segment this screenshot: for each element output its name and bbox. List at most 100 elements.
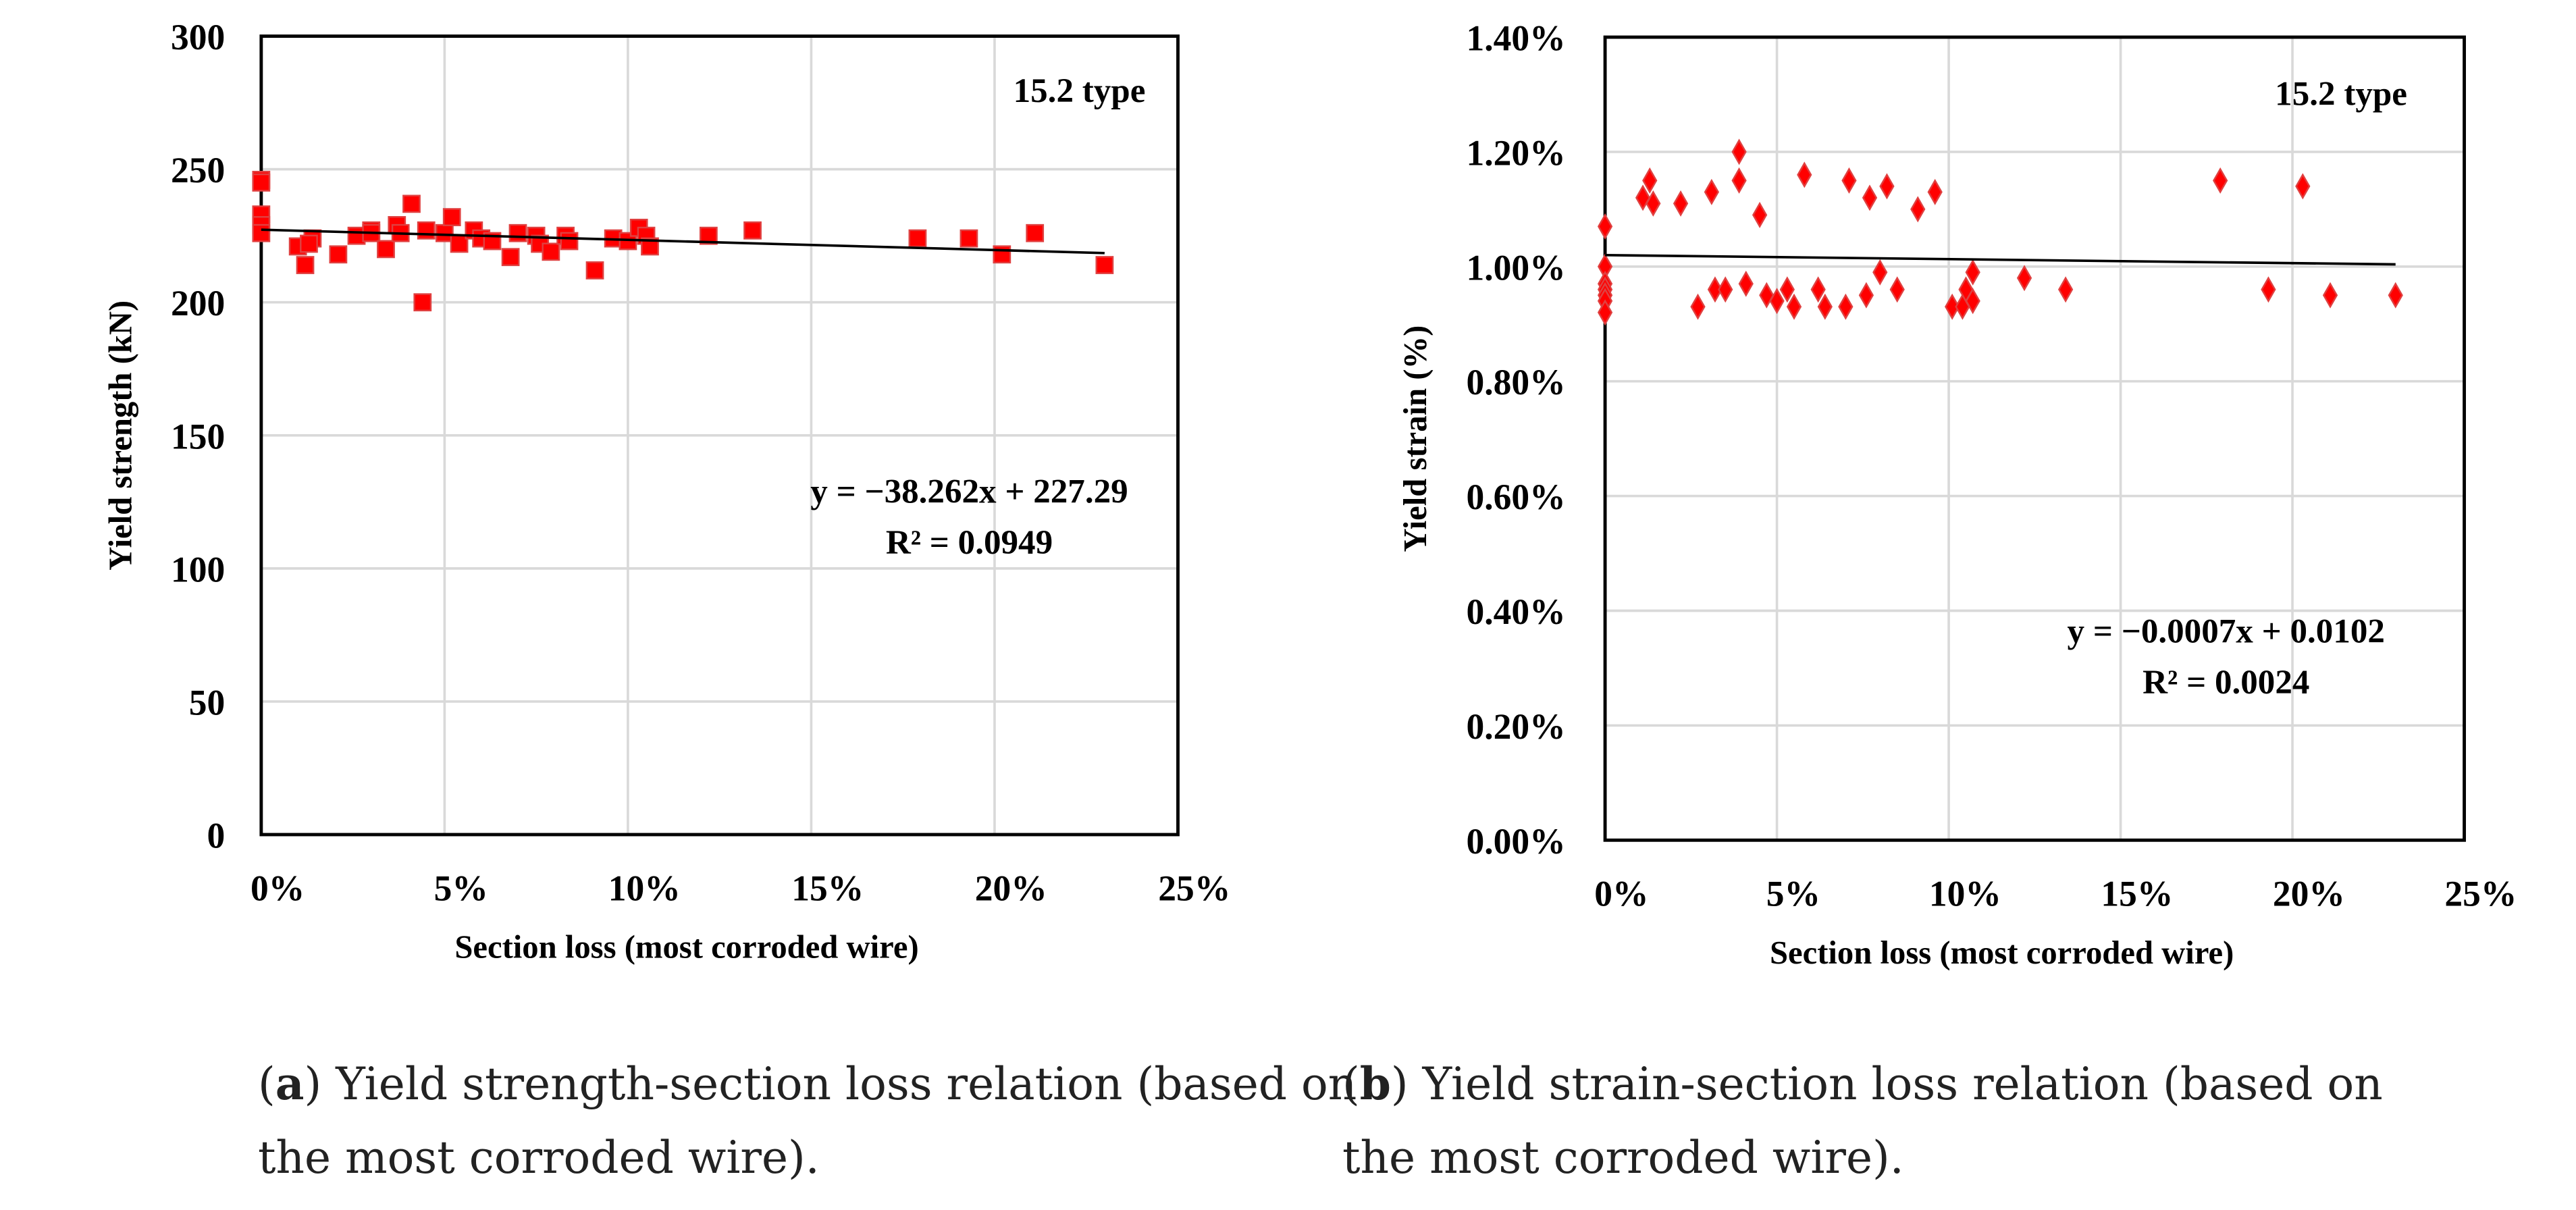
data-point [1738,270,1754,297]
data-point [1879,173,1895,200]
trendline-equation: y = −0.0007x + 0.0102 [2068,612,2385,650]
data-point [1597,299,1613,326]
data-point [1965,259,1980,286]
x-tick-label: 5% [434,868,488,908]
data-point [1673,190,1689,217]
data-point [1718,276,1733,303]
data-point [2322,282,2338,309]
data-point [1731,138,1747,165]
trendline-r2: R² = 0.0024 [2143,663,2309,702]
data-point [1817,293,1833,320]
plot-area-border [1603,35,2466,842]
x-tick-label: 20% [2273,874,2345,914]
trendline [261,228,1105,255]
caption-a-line2: the most corroded wire). [258,1132,820,1184]
y-tick-label: 200 [171,283,225,323]
y-tick-label: 300 [171,17,225,57]
data-point [1786,293,1802,320]
data-point [300,234,318,253]
x-axis-title: Section loss (most corroded wire) [1770,935,2234,971]
y-tick-label: 0.20% [1467,706,1566,747]
data-point [1889,276,1905,303]
data-point [993,245,1011,264]
caption-b-label: b [1342,1057,1409,1110]
y-tick-label: 0.80% [1467,362,1566,402]
data-point [1797,161,1812,188]
x-tick-label: 10% [608,868,681,908]
x-tick-label: 25% [1158,868,1230,908]
data-point [1690,293,1706,320]
data-point [2295,173,2311,200]
data-point [2016,265,2032,292]
caption-a-label: a [258,1057,321,1110]
y-tick-label: 1.20% [1467,132,1566,173]
y-tick-label: 100 [171,549,225,589]
data-point [1704,178,1719,205]
data-point [1779,276,1795,303]
data-point [1026,223,1045,242]
caption-b-line2: the most corroded wire). [1342,1132,1904,1184]
data-point [1646,190,1661,217]
data-point [2388,282,2403,309]
data-point [413,293,432,312]
data-point [417,221,436,240]
data-point [1095,256,1114,274]
data-point [329,245,348,264]
y-tick-label: 50 [189,682,226,722]
data-point [1965,288,1980,315]
data-point [1910,196,1926,223]
x-tick-label: 0% [251,868,305,908]
y-axis-title: Yield strength (kN) [103,300,139,571]
chart-yield-strength: 0 50 100 150 200 250 300 0% 5% 10% 15% 20% 25% 15.2 t… [103,17,1231,965]
trendline [1605,253,2396,266]
trendline-r2: R² = 0.0949 [886,523,1053,562]
x-tick-label: 5% [1766,874,1820,914]
caption-a: a Yield strength-section loss relation (… [258,1047,1357,1194]
series-annotation: 15.2 type [1014,72,1146,110]
x-tick-label: 25% [2444,874,2517,914]
y-tick-label: 150 [171,416,225,456]
data-point [1858,282,1874,309]
trendline-equation: y = −38.262x + 227.29 [810,473,1128,511]
y-axis-title: Yield strain (%) [1397,325,1434,552]
data-point [2261,276,2276,303]
y-tick-label: 250 [171,150,225,190]
data-point [1927,178,1943,205]
data-point [1872,259,1888,286]
x-tick-label: 15% [2101,874,2173,914]
x-tick-label: 0% [1594,874,1648,914]
caption-b-line1: b Yield strain-section loss relation (ba… [1342,1047,2383,1121]
series-annotation: 15.2 type [2275,75,2407,113]
data-point [442,208,461,226]
data-point [1769,288,1785,315]
x-tick-label: 15% [791,868,864,908]
data-point [1707,276,1723,303]
x-tick-label: 20% [975,868,1047,908]
caption-a-text: Yield strength-section loss relation (ba… [321,1058,1357,1110]
x-axis-title: Section loss (most corroded wire) [454,928,918,965]
plot-area-border [259,34,1180,837]
data-point [1752,201,1768,228]
data-point [960,229,978,248]
data-point [508,223,527,242]
data-point [1810,276,1826,303]
data-point [2213,167,2228,194]
data-point [743,221,762,240]
data-point [585,261,604,280]
data-point [1642,167,1658,194]
data-point [1838,293,1854,320]
caption-b-text: Yield strain-section loss relation (base… [1408,1058,2383,1110]
y-tick-label: 1.00% [1467,247,1566,288]
data-point [542,242,560,261]
data-point [1597,213,1613,240]
data-point [1862,184,1878,211]
data-point [252,223,271,242]
data-point [560,232,579,251]
data-point [1731,167,1747,194]
data-point [1945,293,1960,320]
caption-b: b Yield strain-section loss relation (ba… [1342,1047,2383,1194]
data-point [377,240,395,259]
x-tick-label: 10% [1929,874,2001,914]
y-tick-label: 0.40% [1467,591,1566,632]
